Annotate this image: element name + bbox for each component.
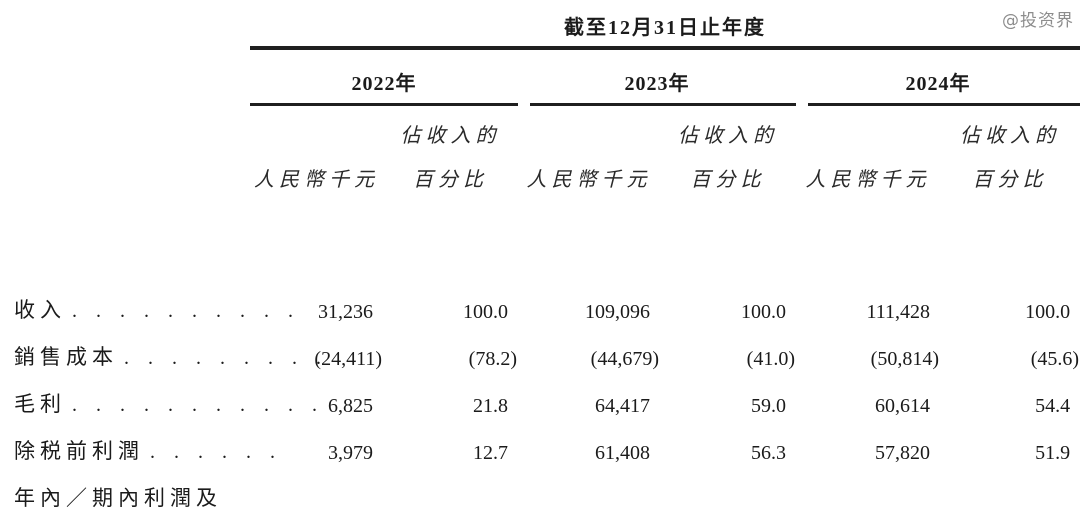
table-row-profit-before-tax: 除税前利潤. . . . . . 3,979 12.7 61,408 56.3 …	[0, 426, 1080, 473]
row-label: 銷售成本	[14, 345, 118, 369]
amount-cell: 109,096	[585, 301, 650, 323]
amount-cell: 60,614	[875, 395, 930, 417]
year-2024-underline	[808, 103, 1080, 106]
percent-cell: 100.0	[463, 301, 508, 323]
col-header-row-1: 佔收入的 佔收入的 佔收入的	[0, 109, 1080, 153]
dot-leader: . . . . . . . . .	[124, 347, 328, 369]
col-header-row-2: 人民幣千元 百分比 人民幣千元 百分比 人民幣千元 百分比	[0, 153, 1080, 197]
percentage-header: 百分比	[690, 169, 766, 191]
table-row-revenue: 收入 . . . . . . . . . . 31,236 100.0 109,0…	[0, 285, 1080, 332]
amount-cell: (50,814)	[870, 348, 939, 370]
dot-leader: . . . . . .	[150, 441, 282, 463]
rmb-thousand-header: 人民幣千元	[254, 169, 379, 191]
amount-cell: 31,236	[318, 301, 373, 323]
year-header-row: 2022年 2023年 2024年	[0, 54, 1080, 103]
row-label: 除税前利潤	[14, 439, 144, 463]
percent-cell: 100.0	[741, 301, 786, 323]
pct-of-revenue-header: 佔收入的	[678, 125, 778, 147]
percent-cell: 100.0	[1025, 301, 1071, 323]
year-2023-underline	[530, 103, 796, 106]
table-title-row: 截至12月31日止年度	[0, 0, 1080, 46]
rmb-thousand-header: 人民幣千元	[805, 169, 931, 191]
percentage-header: 百分比	[972, 169, 1048, 191]
amount-cell: 3,979	[328, 442, 373, 464]
spacer-row	[0, 197, 1080, 285]
title-rule-row	[0, 46, 1080, 54]
table-row-gross-profit: 毛利 . . . . . . . . . . . 6,825 21.8 64,41…	[0, 379, 1080, 426]
percent-cell: 54.4	[1035, 395, 1071, 417]
percent-cell: 59.0	[751, 395, 786, 417]
year-2024: 2024年	[905, 73, 971, 95]
year-rule-row	[0, 103, 1080, 109]
amount-cell: (24,411)	[314, 348, 382, 370]
percentage-header: 百分比	[413, 169, 488, 191]
percent-cell: (41.0)	[746, 348, 795, 370]
rmb-thousand-header: 人民幣千元	[526, 169, 652, 191]
amount-cell: 61,408	[595, 442, 650, 464]
percent-cell: (78.2)	[468, 348, 517, 370]
pct-of-revenue-header: 佔收入的	[400, 125, 501, 147]
percent-cell: (45.6)	[1030, 348, 1080, 370]
year-2022: 2022年	[351, 73, 417, 95]
pct-of-revenue-header: 佔收入的	[960, 125, 1061, 147]
watermark: @投资界	[1002, 11, 1074, 31]
dot-leader: . . . . . . . . . .	[72, 300, 300, 322]
title-underline	[250, 46, 1080, 50]
amount-cell: (44,679)	[590, 348, 659, 370]
amount-cell: 111,428	[866, 301, 930, 323]
percent-cell: 21.8	[473, 395, 508, 417]
table-row-total-comprehensive-income-line1: 年內／期內利潤及	[0, 473, 1080, 512]
row-label: 年內／期內利潤及	[14, 486, 222, 510]
percent-cell: 12.7	[473, 442, 508, 464]
amount-cell: 6,825	[328, 395, 373, 417]
row-label: 毛利	[14, 392, 66, 416]
year-2022-underline	[250, 103, 518, 106]
amount-cell: 57,820	[875, 442, 930, 464]
percent-cell: 51.9	[1035, 442, 1071, 464]
period-title: 截至12月31日止年度	[564, 17, 767, 39]
dot-leader: . . . . . . . . . . .	[72, 394, 324, 416]
year-2023: 2023年	[624, 73, 690, 95]
amount-cell: 64,417	[595, 395, 650, 417]
table-row-cost-of-sales: 銷售成本 . . . . . . . . . (24,411) (78.2) (4…	[0, 332, 1080, 379]
row-label: 收入	[14, 298, 66, 322]
percent-cell: 56.3	[751, 442, 786, 464]
